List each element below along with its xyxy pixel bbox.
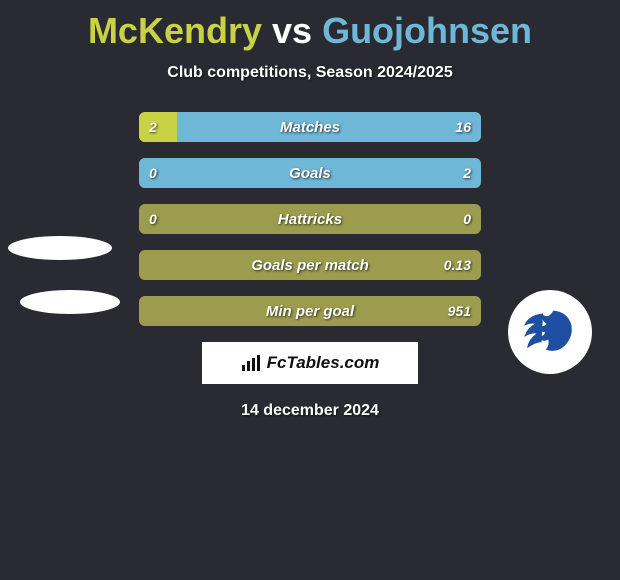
bars-icon — [241, 354, 263, 372]
title-vs: vs — [272, 10, 312, 51]
stat-label: Min per goal — [139, 296, 481, 326]
player1-badge-1 — [8, 236, 112, 260]
comparison-content: 216Matches 02Goals 00Hattricks 0.13Goals pe… — [0, 112, 620, 420]
stat-row: 00Hattricks — [139, 204, 481, 234]
stat-label: Hattricks — [139, 204, 481, 234]
title-player2: Guojohnsen — [322, 10, 532, 51]
subtitle: Club competitions, Season 2024/2025 — [0, 64, 620, 82]
stat-label: Matches — [139, 112, 481, 142]
stat-row: 0.13Goals per match — [139, 250, 481, 280]
page-title: McKendry vs Guojohnsen — [0, 0, 620, 52]
player1-badge-2 — [20, 290, 120, 314]
stat-row: 951Min per goal — [139, 296, 481, 326]
comparison-bars: 216Matches 02Goals 00Hattricks 0.13Goals pe… — [139, 112, 481, 326]
date-text: 14 december 2024 — [0, 402, 620, 420]
title-player1: McKendry — [88, 10, 262, 51]
branding-badge: FcTables.com — [202, 342, 418, 384]
stat-row: 216Matches — [139, 112, 481, 142]
player2-club-logo — [508, 290, 592, 374]
stat-row: 02Goals — [139, 158, 481, 188]
branding-text: FcTables.com — [267, 353, 380, 373]
stat-label: Goals per match — [139, 250, 481, 280]
stat-label: Goals — [139, 158, 481, 188]
chief-head-icon — [515, 297, 585, 367]
